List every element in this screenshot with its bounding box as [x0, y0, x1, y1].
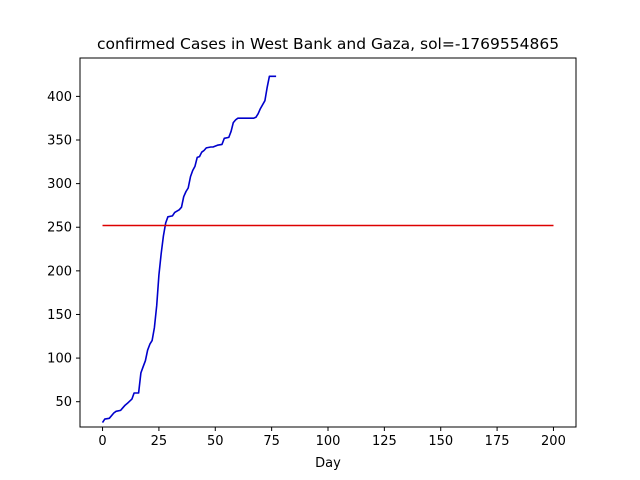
series-layer	[101, 75, 554, 424]
y-tick-label: 400	[47, 90, 72, 105]
x-tick-label: 0	[98, 434, 106, 449]
x-tick-label: 50	[207, 434, 224, 449]
series-line-0	[101, 75, 277, 424]
y-axis: 50 100 150 200 250 300 350 400	[47, 90, 80, 410]
x-tick-label: 175	[485, 434, 510, 449]
y-tick-label: 300	[47, 177, 72, 192]
x-tick-label: 100	[316, 434, 341, 449]
y-tick-label: 200	[47, 264, 72, 279]
plot-frame	[79, 57, 577, 428]
x-tick-label: 200	[541, 434, 566, 449]
x-tick-label: 150	[428, 434, 453, 449]
x-tick-label: 125	[372, 434, 397, 449]
chart-title: confirmed Cases in West Bank and Gaza, s…	[97, 35, 559, 53]
y-tick-label: 350	[47, 134, 72, 149]
y-tick-label: 100	[47, 352, 72, 367]
y-tick-label: 50	[55, 395, 72, 410]
x-axis: 0 25 50 75 100 125 150 175 200	[98, 427, 566, 449]
y-tick-label: 250	[47, 221, 72, 236]
x-axis-label: Day	[315, 456, 341, 471]
x-tick-label: 25	[151, 434, 168, 449]
y-tick-label: 150	[47, 308, 72, 323]
x-tick-label: 75	[263, 434, 280, 449]
